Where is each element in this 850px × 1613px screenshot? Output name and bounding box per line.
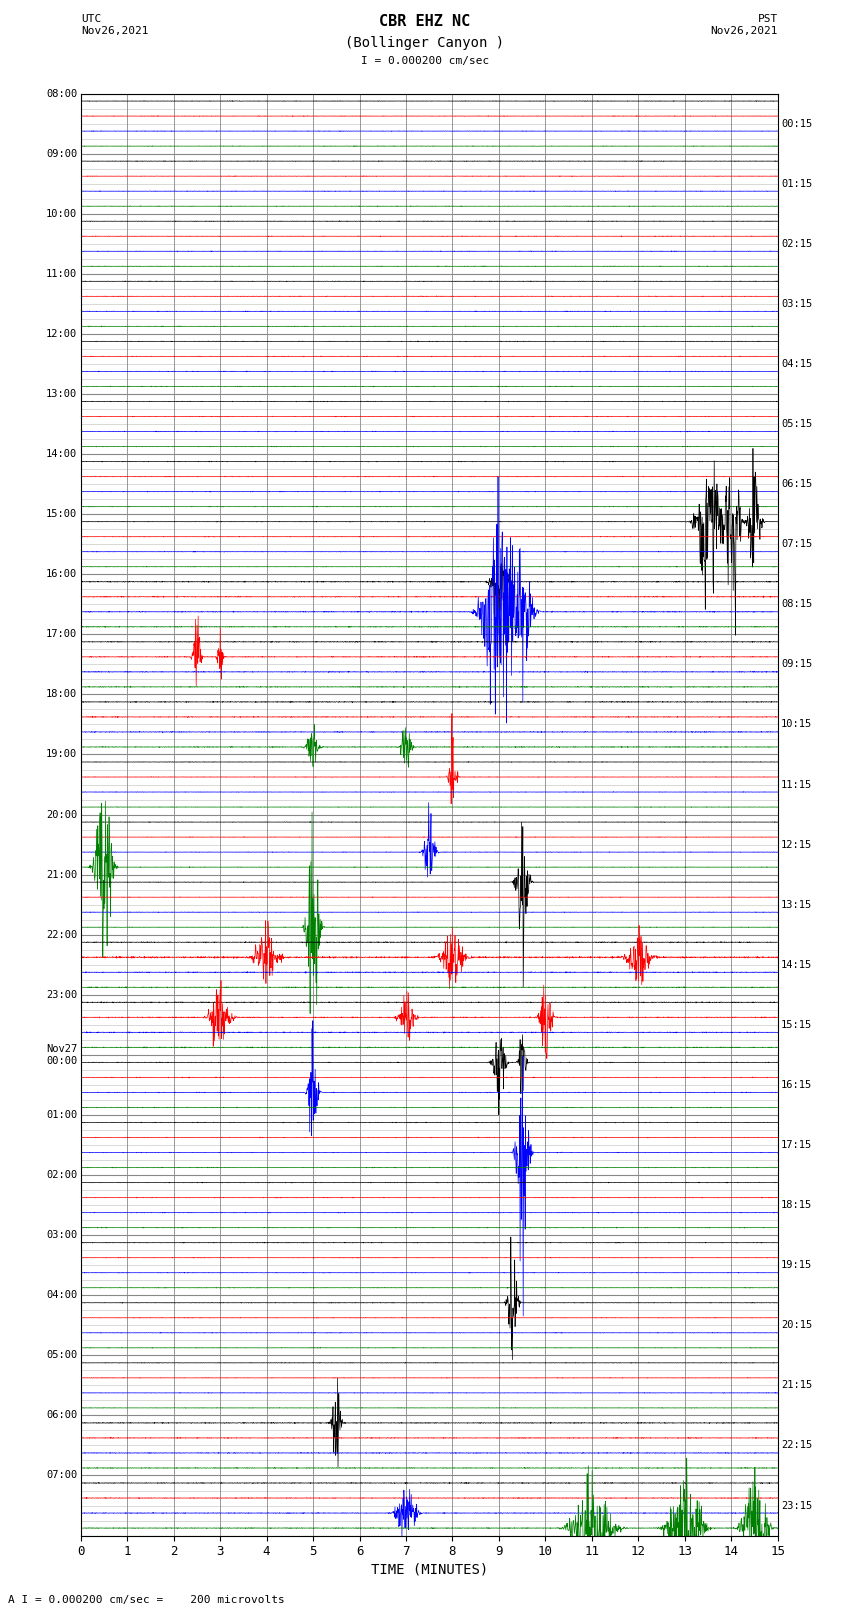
Text: 11:15: 11:15 [781, 779, 813, 789]
Text: 22:15: 22:15 [781, 1440, 813, 1450]
Text: 07:00: 07:00 [46, 1471, 77, 1481]
Text: (Bollinger Canyon ): (Bollinger Canyon ) [345, 35, 505, 50]
Text: 17:15: 17:15 [781, 1140, 813, 1150]
Text: 10:00: 10:00 [46, 208, 77, 219]
Text: Nov27
00:00: Nov27 00:00 [46, 1044, 77, 1066]
Text: 09:00: 09:00 [46, 148, 77, 158]
Text: 02:15: 02:15 [781, 239, 813, 248]
Text: 01:15: 01:15 [781, 179, 813, 189]
Text: 21:00: 21:00 [46, 869, 77, 879]
Text: UTC
Nov26,2021: UTC Nov26,2021 [81, 15, 148, 35]
Text: 13:00: 13:00 [46, 389, 77, 398]
X-axis label: TIME (MINUTES): TIME (MINUTES) [371, 1563, 488, 1576]
Text: 14:00: 14:00 [46, 448, 77, 460]
Text: 12:15: 12:15 [781, 840, 813, 850]
Text: 19:00: 19:00 [46, 750, 77, 760]
Text: 18:15: 18:15 [781, 1200, 813, 1210]
Text: 06:00: 06:00 [46, 1410, 77, 1421]
Text: 04:00: 04:00 [46, 1290, 77, 1300]
Text: 23:15: 23:15 [781, 1500, 813, 1510]
Text: 05:00: 05:00 [46, 1350, 77, 1360]
Text: 10:15: 10:15 [781, 719, 813, 729]
Text: 16:00: 16:00 [46, 569, 77, 579]
Text: 07:15: 07:15 [781, 539, 813, 548]
Text: 06:15: 06:15 [781, 479, 813, 489]
Text: I = 0.000200 cm/sec: I = 0.000200 cm/sec [361, 56, 489, 66]
Text: 09:15: 09:15 [781, 660, 813, 669]
Text: 15:15: 15:15 [781, 1019, 813, 1029]
Text: 19:15: 19:15 [781, 1260, 813, 1269]
Text: 17:00: 17:00 [46, 629, 77, 639]
Text: 13:15: 13:15 [781, 900, 813, 910]
Text: 08:15: 08:15 [781, 600, 813, 610]
Text: 15:00: 15:00 [46, 510, 77, 519]
Text: 00:15: 00:15 [781, 119, 813, 129]
Text: 12:00: 12:00 [46, 329, 77, 339]
Text: 01:00: 01:00 [46, 1110, 77, 1119]
Text: 23:00: 23:00 [46, 990, 77, 1000]
Text: 21:15: 21:15 [781, 1381, 813, 1390]
Text: PST
Nov26,2021: PST Nov26,2021 [711, 15, 778, 35]
Text: 02:00: 02:00 [46, 1169, 77, 1181]
Text: A I = 0.000200 cm/sec =    200 microvolts: A I = 0.000200 cm/sec = 200 microvolts [8, 1595, 286, 1605]
Text: 05:15: 05:15 [781, 419, 813, 429]
Text: 14:15: 14:15 [781, 960, 813, 969]
Text: 08:00: 08:00 [46, 89, 77, 98]
Text: 11:00: 11:00 [46, 269, 77, 279]
Text: 22:00: 22:00 [46, 929, 77, 940]
Text: 03:15: 03:15 [781, 298, 813, 308]
Text: 16:15: 16:15 [781, 1081, 813, 1090]
Text: 03:00: 03:00 [46, 1231, 77, 1240]
Text: 18:00: 18:00 [46, 689, 77, 700]
Text: 04:15: 04:15 [781, 360, 813, 369]
Text: CBR EHZ NC: CBR EHZ NC [379, 15, 471, 29]
Text: 20:15: 20:15 [781, 1321, 813, 1331]
Text: 20:00: 20:00 [46, 810, 77, 819]
